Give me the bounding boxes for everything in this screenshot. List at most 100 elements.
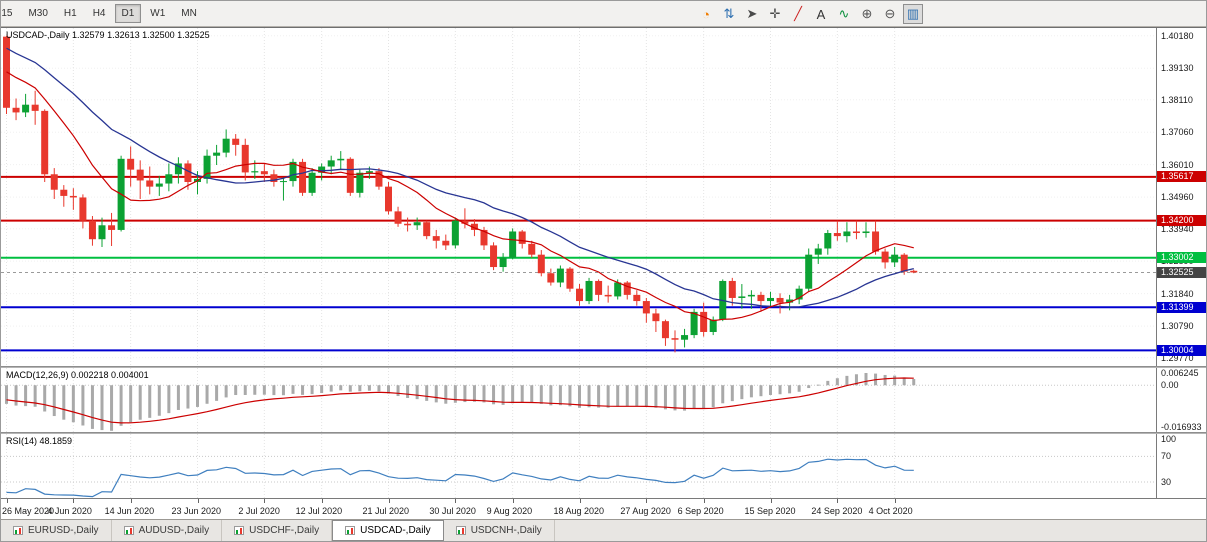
rsi-canvas bbox=[1, 434, 1157, 498]
time-tick bbox=[6, 499, 8, 503]
tab-label: EURUSD-,Daily bbox=[28, 525, 99, 536]
level-price-tag: 1.35617 bbox=[1157, 171, 1206, 183]
timeframe-h4-button[interactable]: H4 bbox=[92, 8, 106, 19]
mql5-community-icon[interactable]: ◔ bbox=[702, 6, 710, 22]
new-order-icon[interactable]: ⇅ bbox=[723, 6, 735, 21]
tab-usdcnh-daily[interactable]: USDCNH-,Daily bbox=[444, 520, 555, 541]
timeframe-mn-button[interactable]: MN bbox=[181, 8, 197, 19]
top-toolbar: M15 M30 H1 H4 D1 W1 MN ◔ ⇅ ➤ ✛ ╱ A ∿ ⊕ ⊖ ▥ bbox=[1, 1, 1206, 27]
tab-audusd-daily[interactable]: AUDUSD-,Daily bbox=[112, 520, 223, 541]
time-label: 21 Jul 2020 bbox=[362, 506, 410, 516]
time-label: 4 Oct 2020 bbox=[868, 506, 913, 516]
macd-axis[interactable]: 0.006245 0.00 -0.016933 bbox=[1156, 368, 1206, 432]
chart-tab-bar: EURUSD-,Daily AUDUSD-,Daily USDCHF-,Daily U… bbox=[1, 519, 1206, 541]
text-label-icon[interactable]: A bbox=[816, 6, 826, 22]
price-axis[interactable]: 1.40180 1.39130 1.38110 1.37060 1.36010 1.349… bbox=[1156, 28, 1206, 366]
rsi-label: RSI(14) 48.1859 bbox=[6, 436, 73, 446]
rsi-axis-label: 30 bbox=[1161, 477, 1172, 487]
time-tick bbox=[894, 499, 896, 503]
timeframe-m30-button[interactable]: M30 bbox=[28, 8, 48, 19]
toolbar-icon-group: ◔ ⇅ ➤ ✛ ╱ A ∿ ⊕ ⊖ ▥ bbox=[696, 3, 923, 25]
price-axis-label: 1.38110 bbox=[1161, 94, 1193, 105]
price-axis-label: 1.33940 bbox=[1161, 223, 1194, 234]
price-axis-label: 1.30790 bbox=[1161, 321, 1194, 332]
panel-separator[interactable] bbox=[1, 432, 1206, 434]
chart-tab-icon bbox=[345, 526, 356, 535]
level-price-tag: 1.34200 bbox=[1157, 215, 1206, 227]
symbol-name: USDCAD-,Daily bbox=[6, 30, 70, 40]
bid-price-tag: 1.32525 bbox=[1157, 266, 1206, 278]
crosshair-icon[interactable]: ✛ bbox=[769, 6, 781, 21]
time-label: 6 Sep 2020 bbox=[677, 506, 724, 516]
time-tick bbox=[130, 499, 132, 503]
tab-eurusd-daily[interactable]: EURUSD-,Daily bbox=[1, 520, 112, 541]
level-price-tag: 1.30004 bbox=[1157, 344, 1206, 356]
tab-label: USDCNH-,Daily bbox=[470, 525, 542, 536]
timeframe-w1-button[interactable]: W1 bbox=[150, 8, 166, 19]
chart-tab-icon bbox=[13, 526, 23, 535]
timeframe-m15-button[interactable]: M15 bbox=[1, 8, 13, 19]
time-tick bbox=[197, 499, 199, 503]
price-axis-label: 1.36010 bbox=[1161, 159, 1194, 170]
macd-label: MACD(12,26,9) 0.002218 0.004001 bbox=[6, 370, 149, 380]
time-label: 15 Sep 2020 bbox=[744, 506, 796, 516]
time-label: 27 Aug 2020 bbox=[620, 506, 671, 516]
macd-canvas bbox=[1, 368, 1157, 432]
tab-label: USDCAD-,Daily bbox=[360, 525, 431, 536]
price-axis-label: 1.39130 bbox=[1161, 63, 1194, 74]
symbol-ohlc-label: USDCAD-,Daily 1.32579 1.32613 1.32500 1.… bbox=[6, 30, 210, 40]
time-tick bbox=[646, 499, 648, 503]
time-tick bbox=[388, 499, 390, 503]
chart-mode-icon[interactable]: ▥ bbox=[903, 4, 923, 24]
time-label: 23 Jun 2020 bbox=[171, 506, 222, 516]
level-price-tag: 1.31399 bbox=[1157, 301, 1206, 313]
time-tick bbox=[579, 499, 581, 503]
time-tick bbox=[264, 499, 266, 503]
time-label: 4 Jun 2020 bbox=[47, 506, 92, 516]
chart-window: USDCAD-,Daily 1.32579 1.32613 1.32500 1.… bbox=[1, 27, 1206, 521]
timeframe-h1-button[interactable]: H1 bbox=[63, 8, 77, 19]
ohlc-values: 1.32579 1.32613 1.32500 1.32525 bbox=[72, 30, 210, 40]
price-axis-label: 1.37060 bbox=[1161, 127, 1194, 138]
time-tick bbox=[321, 499, 323, 503]
main-chart-panel[interactable]: USDCAD-,Daily 1.32579 1.32613 1.32500 1.… bbox=[1, 28, 1206, 366]
price-axis-label: 1.34960 bbox=[1161, 192, 1194, 203]
time-axis[interactable]: 26 May 2020 4 Jun 2020 14 Jun 2020 23 Jun 2… bbox=[1, 498, 1206, 521]
time-label: 2 Jul 2020 bbox=[238, 506, 280, 516]
time-tick bbox=[73, 499, 75, 503]
macd-axis-label: 0.006245 bbox=[1161, 368, 1199, 378]
tab-label: AUDUSD-,Daily bbox=[138, 525, 210, 536]
time-label: 14 Jun 2020 bbox=[104, 506, 155, 516]
chart-tab-icon bbox=[123, 526, 134, 535]
chart-tab-icon bbox=[455, 526, 466, 535]
time-label: 9 Aug 2020 bbox=[486, 506, 533, 516]
zoom-in-icon[interactable]: ⊕ bbox=[861, 6, 873, 21]
time-label: 12 Jul 2020 bbox=[295, 506, 343, 516]
zoom-out-icon[interactable]: ⊖ bbox=[884, 6, 896, 21]
price-axis-label: 1.29770 bbox=[1161, 352, 1194, 363]
macd-axis-label: 0.00 bbox=[1161, 380, 1179, 391]
chart-tab-icon bbox=[234, 526, 245, 535]
panel-separator[interactable] bbox=[1, 366, 1206, 368]
indicators-icon[interactable]: ∿ bbox=[838, 6, 850, 21]
timeframe-d1-button[interactable]: D1 bbox=[114, 4, 142, 23]
time-label: 26 May 2020 bbox=[2, 506, 55, 516]
time-label: 24 Sep 2020 bbox=[811, 506, 863, 516]
time-label: 30 Jul 2020 bbox=[429, 506, 476, 516]
tab-usdcad-daily[interactable]: USDCAD-,Daily bbox=[332, 520, 444, 541]
rsi-axis-label: 100 bbox=[1161, 434, 1177, 444]
time-tick bbox=[837, 499, 839, 503]
trendline-icon[interactable]: ╱ bbox=[794, 6, 802, 21]
time-tick bbox=[703, 499, 705, 503]
rsi-panel[interactable]: RSI(14) 48.1859 100 70 30 bbox=[1, 434, 1206, 498]
main-chart-canvas bbox=[1, 28, 1157, 366]
cursor-icon[interactable]: ➤ bbox=[746, 6, 758, 21]
tab-label: USDCHF-,Daily bbox=[249, 525, 320, 536]
level-price-tag: 1.33002 bbox=[1157, 252, 1206, 264]
tab-usdchf-daily[interactable]: USDCHF-,Daily bbox=[222, 520, 333, 541]
price-axis-label: 1.40180 bbox=[1161, 30, 1194, 41]
time-tick bbox=[512, 499, 514, 503]
macd-panel[interactable]: MACD(12,26,9) 0.002218 0.004001 0.006245… bbox=[1, 368, 1206, 432]
rsi-axis[interactable]: 100 70 30 bbox=[1156, 434, 1206, 498]
